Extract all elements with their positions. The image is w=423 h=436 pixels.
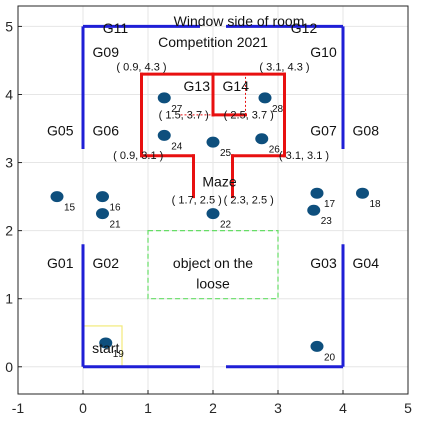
marker-label: 22: [220, 220, 232, 231]
marker-point: [356, 187, 369, 199]
y-tick-label: 0: [5, 359, 13, 375]
marker-point: [310, 340, 324, 352]
y-tick-label: 4: [5, 86, 13, 102]
annotation-label: ( 0.9, 4.3 ): [116, 62, 166, 74]
annotation-label: G12: [291, 20, 318, 36]
annotation-label: Competition 2021: [158, 34, 268, 50]
x-tick-label: 3: [274, 400, 282, 416]
x-tick-label: 1: [144, 400, 152, 416]
room-walls: [81, 24, 345, 369]
marker-label: 19: [113, 349, 125, 360]
marker-points: 15 16 21 17 18 23 22 27 28 24 25 26 19 20: [50, 92, 382, 363]
plot-title: Window side of room: [174, 13, 305, 29]
marker-label: 27: [171, 104, 183, 115]
annotation-label: G14: [223, 78, 250, 94]
annotation-label: ( 0.9, 3.1 ): [113, 150, 163, 162]
marker-point: [255, 133, 269, 145]
annotation-label: G07: [310, 122, 337, 138]
annotation-label: G04: [353, 255, 380, 271]
annotation-label: ( 3.1, 3.1 ): [279, 150, 329, 162]
annotation-label: ( 2.3, 2.5 ): [224, 194, 274, 206]
x-tick-label: 5: [404, 400, 412, 416]
annotation-label: G11: [103, 20, 129, 36]
y-tick-label: 5: [5, 18, 13, 34]
annotation-label: ( 1.5, 3.7 ): [159, 109, 209, 121]
annotation-label: G10: [310, 44, 337, 60]
marker-point: [99, 337, 113, 349]
annotation-label: G08: [353, 122, 380, 138]
x-tick-label: 0: [79, 400, 87, 416]
object-zone-box: [147, 230, 279, 300]
marker-label: 17: [324, 199, 336, 210]
marker-label: 24: [171, 141, 183, 152]
y-tick-label: 1: [5, 291, 13, 307]
annotation-label: G06: [93, 122, 120, 138]
annotation-label: G01: [47, 255, 74, 271]
marker-point: [258, 92, 272, 104]
annotation-label: G03: [310, 255, 337, 271]
marker-label: 28: [272, 104, 284, 115]
marker-point: [206, 136, 220, 148]
marker-label: 20: [324, 352, 336, 363]
x-tick-label: -1: [12, 400, 25, 416]
x-tick-label: 4: [339, 400, 347, 416]
marker-label: 15: [64, 203, 76, 214]
x-tick-label: 2: [209, 400, 217, 416]
annotation-label: G05: [47, 122, 74, 138]
marker-point: [157, 92, 171, 104]
annotation-label: loose: [196, 275, 230, 291]
marker-point: [310, 187, 324, 199]
annotation-label: G09: [93, 44, 120, 60]
marker-point: [307, 204, 321, 216]
marker-point: [50, 191, 64, 203]
annotation-label: G02: [93, 255, 120, 271]
annotation-label: ( 2.5, 3.7 ): [224, 109, 274, 121]
annotation-label: ( 1.7, 2.5 ): [172, 194, 222, 206]
marker-label: 23: [321, 216, 333, 227]
marker-label: 25: [220, 148, 232, 159]
marker-label: 21: [110, 220, 122, 231]
annotation-label: G13: [184, 78, 211, 94]
marker-label: 16: [110, 203, 122, 214]
annotation-label: object on the: [173, 255, 253, 271]
y-tick-label: 2: [5, 223, 13, 239]
marker-label: 26: [269, 145, 281, 156]
maze-walls: [140, 72, 286, 199]
marker-label: 18: [370, 199, 382, 210]
marker-point: [96, 208, 109, 220]
marker-point: [206, 208, 220, 220]
marker-point: [157, 129, 171, 141]
annotation-label: Maze: [202, 173, 236, 189]
annotation-label: ( 3.1, 4.3 ): [259, 62, 309, 74]
y-tick-label: 3: [5, 155, 13, 171]
marker-point: [96, 191, 109, 203]
annotation-label: start: [92, 340, 119, 356]
annotations: G11 G09 G12 G10 G05 G06 G07 G08 G01 G02 G03 G04 G13 G…: [47, 20, 379, 356]
